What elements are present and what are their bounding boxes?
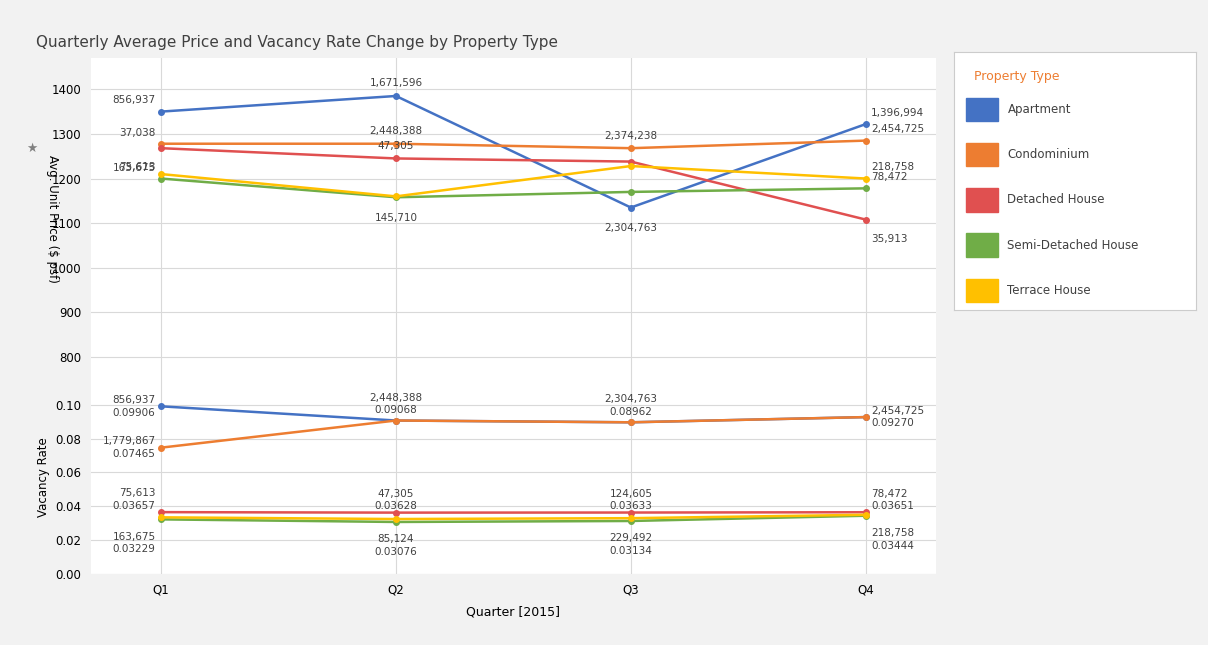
Text: 2,454,725
0.09270: 2,454,725 0.09270 [871,406,924,428]
Text: Detached House: Detached House [1007,194,1105,206]
Y-axis label: Avg. Unit Price ($ psf): Avg. Unit Price ($ psf) [46,155,59,283]
Text: Apartment: Apartment [1007,103,1071,116]
Text: 1,671,596: 1,671,596 [370,79,423,88]
Text: 2,454,725: 2,454,725 [871,124,924,135]
Text: 75,613
0.03657: 75,613 0.03657 [112,488,156,511]
Text: Quarterly Average Price and Vacancy Rate Change by Property Type: Quarterly Average Price and Vacancy Rate… [35,35,558,50]
Text: 35,913: 35,913 [871,234,907,244]
Text: 163,675
0.03229: 163,675 0.03229 [112,531,156,554]
Text: 2,448,388: 2,448,388 [370,126,423,136]
Text: Terrace House: Terrace House [1007,284,1091,297]
Text: 2,304,763: 2,304,763 [604,223,657,233]
Text: 47,305: 47,305 [378,141,414,151]
Text: 2,448,388
0.09068: 2,448,388 0.09068 [370,393,423,415]
Text: Property Type: Property Type [974,70,1059,83]
Bar [966,98,998,121]
Bar [966,143,998,166]
Text: 1,779,867
0.07465: 1,779,867 0.07465 [103,437,156,459]
Text: 218,758
0.03444: 218,758 0.03444 [871,528,914,551]
Text: 2,304,763
0.08962: 2,304,763 0.08962 [604,395,657,417]
Text: 2,374,238: 2,374,238 [604,131,657,141]
Text: Semi-Detached House: Semi-Detached House [1007,239,1139,252]
Text: 85,124
0.03076: 85,124 0.03076 [374,534,417,557]
Text: Condominium: Condominium [1007,148,1090,161]
Text: 78,472
0.03651: 78,472 0.03651 [871,488,914,511]
Text: 47,305
0.03628: 47,305 0.03628 [374,489,418,511]
Bar [966,188,998,212]
Text: 78,472: 78,472 [871,172,907,183]
X-axis label: Quarter [2015]: Quarter [2015] [466,605,561,618]
Y-axis label: Vacancy Rate: Vacancy Rate [37,437,50,517]
Text: 856,937: 856,937 [112,95,156,106]
Text: 124,605
0.03633: 124,605 0.03633 [609,489,652,511]
Text: 218,758: 218,758 [871,163,914,172]
Bar [966,279,998,302]
Text: ★: ★ [27,141,37,155]
Text: 856,937
0.09906: 856,937 0.09906 [112,395,156,417]
Text: 1,396,994: 1,396,994 [871,108,924,118]
Bar [966,233,998,257]
Text: 163,675: 163,675 [112,163,156,173]
Text: 145,710: 145,710 [374,213,418,223]
Text: 229,492
0.03134: 229,492 0.03134 [609,533,652,556]
Text: 37,038: 37,038 [120,128,156,137]
Text: 75,613: 75,613 [120,163,156,172]
